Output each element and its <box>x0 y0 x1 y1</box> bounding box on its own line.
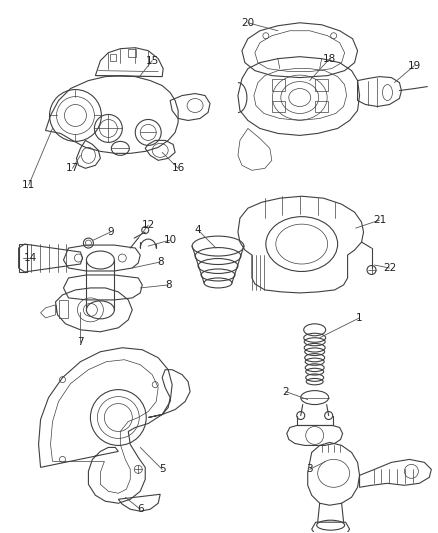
Text: 18: 18 <box>323 54 336 63</box>
Text: 10: 10 <box>163 235 177 245</box>
Text: 22: 22 <box>383 263 396 273</box>
Text: 6: 6 <box>137 504 144 514</box>
Text: 5: 5 <box>159 464 166 474</box>
Text: 12: 12 <box>141 220 155 230</box>
Text: 4: 4 <box>195 225 201 235</box>
Text: 21: 21 <box>373 215 386 225</box>
Text: 14: 14 <box>24 253 37 263</box>
Text: 7: 7 <box>77 337 84 347</box>
Text: 1: 1 <box>356 313 363 323</box>
Text: 16: 16 <box>172 163 185 173</box>
Text: 17: 17 <box>66 163 79 173</box>
Text: 3: 3 <box>307 464 313 474</box>
Text: 15: 15 <box>145 55 159 66</box>
Text: 9: 9 <box>107 227 113 237</box>
Text: 8: 8 <box>157 257 163 267</box>
Text: 8: 8 <box>165 280 171 290</box>
Text: 19: 19 <box>408 61 421 71</box>
Text: 2: 2 <box>283 386 289 397</box>
Text: 20: 20 <box>241 18 254 28</box>
Text: 11: 11 <box>22 180 35 190</box>
